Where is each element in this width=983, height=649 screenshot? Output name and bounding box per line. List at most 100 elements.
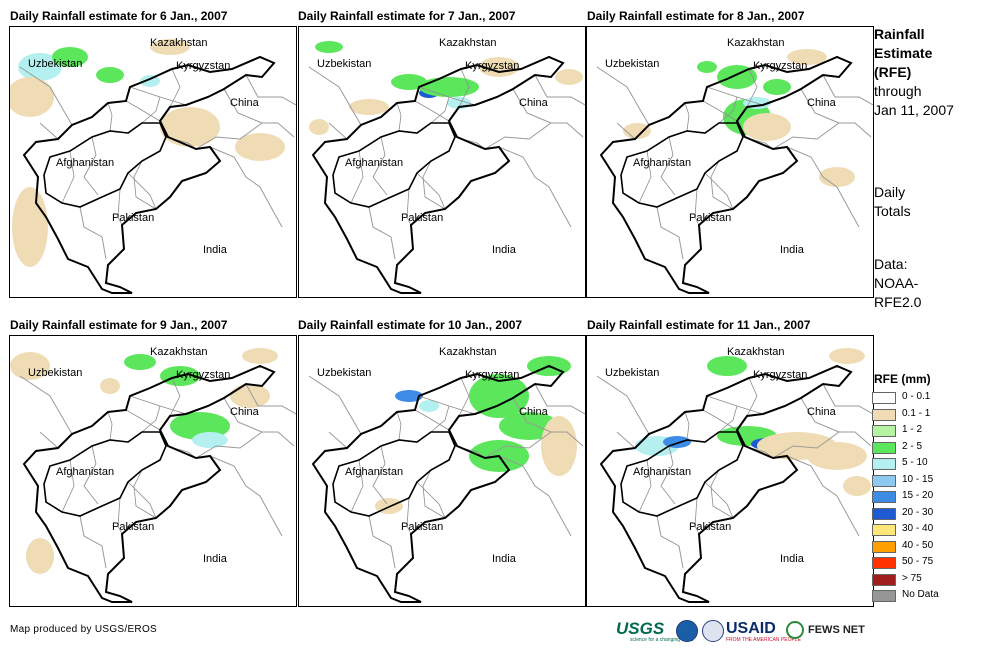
province-boundary — [416, 172, 446, 210]
neighbor-boundary — [534, 383, 585, 415]
panel-title-2: Daily Rainfall estimate for 7 Jan., 2007 — [298, 9, 516, 23]
noaa-logo-icon — [676, 620, 698, 642]
legend-label: 2 - 5 — [902, 440, 923, 452]
country-label-kazakhstan: Kazakhstan — [727, 37, 785, 49]
rainfall-area — [309, 119, 329, 135]
rainfall-area — [787, 49, 827, 65]
sidebar-title-line: Estimate — [874, 45, 933, 61]
province-boundary — [406, 497, 412, 535]
rainfall-area — [96, 67, 124, 83]
legend-swatch — [872, 507, 896, 520]
province-boundary — [414, 100, 450, 122]
country-label-china: China — [519, 97, 548, 109]
province-boundary — [422, 160, 446, 210]
rainfall-area — [10, 77, 54, 117]
region-outline — [599, 364, 853, 603]
province-boundary — [396, 102, 402, 132]
rainfall-area — [26, 538, 54, 574]
neighbor-boundary — [656, 515, 684, 569]
neighbor-boundary — [656, 206, 684, 260]
rainfall-area — [763, 79, 791, 95]
province-boundary — [107, 411, 113, 441]
province-boundary — [746, 377, 758, 417]
legend-swatch — [872, 590, 896, 602]
sidebar-data-line: RFE2.0 — [874, 294, 922, 310]
sidebar-data-line: NOAA- — [874, 275, 919, 291]
usgs-logo: USGS — [616, 619, 665, 638]
panel-title-4: Daily Rainfall estimate for 9 Jan., 2007 — [10, 318, 228, 332]
province-boundary — [169, 68, 181, 108]
panel-title-6: Daily Rainfall estimate for 11 Jan., 200… — [587, 318, 811, 332]
province-boundary — [710, 160, 734, 210]
province-boundary — [660, 445, 676, 505]
neighbor-boundary — [328, 122, 348, 140]
country-label-afghanistan: Afghanistan — [633, 466, 692, 478]
legend-label: 1 - 2 — [902, 424, 923, 435]
neighbor-boundary — [195, 122, 295, 150]
country-label-afghanistan: Afghanistan — [345, 466, 404, 478]
rainfall-area — [419, 77, 479, 97]
legend-swatch — [872, 524, 896, 536]
rainfall-area — [100, 378, 120, 394]
legend-swatch — [872, 491, 896, 503]
country-label-china: China — [807, 97, 836, 109]
neighbor-boundary — [534, 74, 585, 106]
legend-label: 40 - 50 — [902, 539, 934, 551]
neighbor-boundary — [498, 455, 572, 537]
neighbor-boundary — [596, 66, 650, 126]
neighbor-boundary — [368, 515, 396, 569]
province-boundary — [430, 405, 450, 433]
neighbor-boundary — [79, 206, 107, 260]
country-label-india: India — [492, 244, 516, 256]
usaid-logo: USAID — [726, 620, 776, 637]
country-label-afghanistan: Afghanistan — [633, 157, 692, 169]
legend-label: 15 - 20 — [902, 490, 934, 501]
sidebar-title-line: Rainfall — [874, 26, 925, 42]
country-label-china: China — [230, 97, 259, 109]
province-boundary — [710, 469, 734, 519]
map-panel-6: Kazakhstan Uzbekistan Kyrgyzstan China Afgha… — [586, 335, 874, 607]
neighbor-boundary — [616, 122, 636, 140]
country-label-india: India — [780, 244, 804, 256]
legend-label: 5 - 10 — [902, 457, 928, 468]
country-label-kyrgyzstan: Kyrgyzstan — [465, 60, 520, 72]
region-outline — [22, 364, 276, 603]
rainfall-area — [555, 69, 583, 85]
province-boundary — [638, 150, 652, 204]
neighbor-boundary — [308, 375, 362, 435]
country-label-kazakhstan: Kazakhstan — [439, 37, 497, 49]
country-label-uzbekistan: Uzbekistan — [317, 367, 372, 379]
province-boundary — [117, 188, 123, 226]
province-boundary — [133, 469, 157, 519]
rainfall-area — [469, 374, 529, 418]
province-boundary — [706, 395, 764, 415]
province-boundary — [694, 497, 700, 535]
rainfall-area — [124, 354, 156, 370]
country-label-kazakhstan: Kazakhstan — [150, 346, 208, 358]
neighbor-boundary — [368, 206, 396, 260]
panel-title-1: Daily Rainfall estimate for 6 Jan., 2007 — [10, 9, 228, 23]
country-label-india: India — [780, 553, 804, 565]
country-label-pakistan: Pakistan — [401, 521, 444, 533]
rainfall-area — [10, 352, 50, 380]
country-label-uzbekistan: Uzbekistan — [605, 58, 660, 70]
province-boundary — [638, 459, 652, 513]
country-label-afghanistan: Afghanistan — [345, 157, 404, 169]
country-label-pakistan: Pakistan — [112, 212, 155, 224]
legend-swatch — [872, 441, 896, 454]
map-svg — [308, 356, 585, 603]
province-boundary — [718, 405, 738, 433]
neighbor-boundary — [596, 375, 650, 435]
province-boundary — [458, 68, 470, 108]
neighbor-boundary — [786, 455, 860, 537]
province-boundary — [702, 409, 738, 431]
legend-label: > 75 — [902, 572, 922, 584]
province-boundary — [129, 395, 187, 415]
rainfall-area — [419, 400, 439, 412]
province-boundary — [702, 100, 738, 122]
country-label-kyrgyzstan: Kyrgyzstan — [465, 369, 520, 381]
rainfall-area — [18, 53, 62, 81]
legend-swatch — [872, 540, 896, 553]
province-boundary — [704, 481, 734, 519]
province-boundary — [458, 377, 470, 417]
